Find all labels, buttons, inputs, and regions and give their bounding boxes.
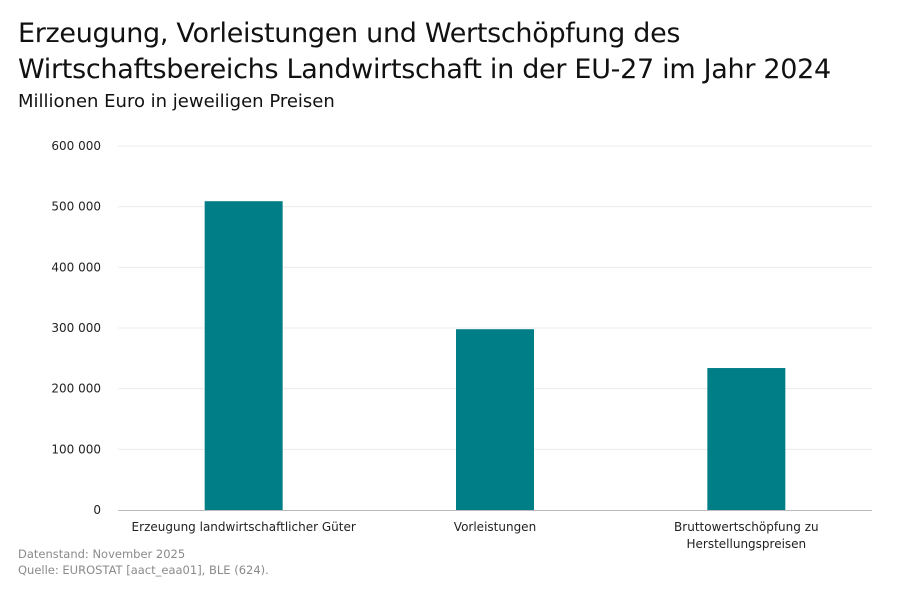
y-tick-label: 200 000 <box>51 382 101 396</box>
x-tick-label: Vorleistungen <box>454 520 536 534</box>
footer-date: Datenstand: November 2025 <box>18 547 186 561</box>
x-tick-label: Bruttowertschöpfung zu <box>674 520 819 534</box>
x-tick-label: Herstellungspreisen <box>686 537 806 551</box>
chart-title: Erzeugung, Vorleistungen und Wertschöpfu… <box>18 16 831 88</box>
x-tick-label: Erzeugung landwirtschaftlicher Güter <box>132 520 356 534</box>
bar <box>204 201 283 510</box>
title-line-2: Wirtschaftsbereichs Landwirtschaft in de… <box>18 54 831 85</box>
chart-subtitle: Millionen Euro in jeweiligen Preisen <box>18 91 335 112</box>
title-line-1: Erzeugung, Vorleistungen und Wertschöpfu… <box>18 18 681 49</box>
y-tick-label: 500 000 <box>51 200 101 214</box>
y-tick-label: 600 000 <box>51 139 101 153</box>
y-tick-label: 400 000 <box>51 260 101 274</box>
y-tick-label: 100 000 <box>51 442 101 456</box>
bar <box>707 368 786 510</box>
footer-source: Quelle: EUROSTAT [aact_eaa01], BLE (624)… <box>18 563 269 577</box>
y-tick-label: 0 <box>93 503 101 517</box>
y-tick-label: 300 000 <box>51 321 101 335</box>
bar <box>456 329 534 510</box>
